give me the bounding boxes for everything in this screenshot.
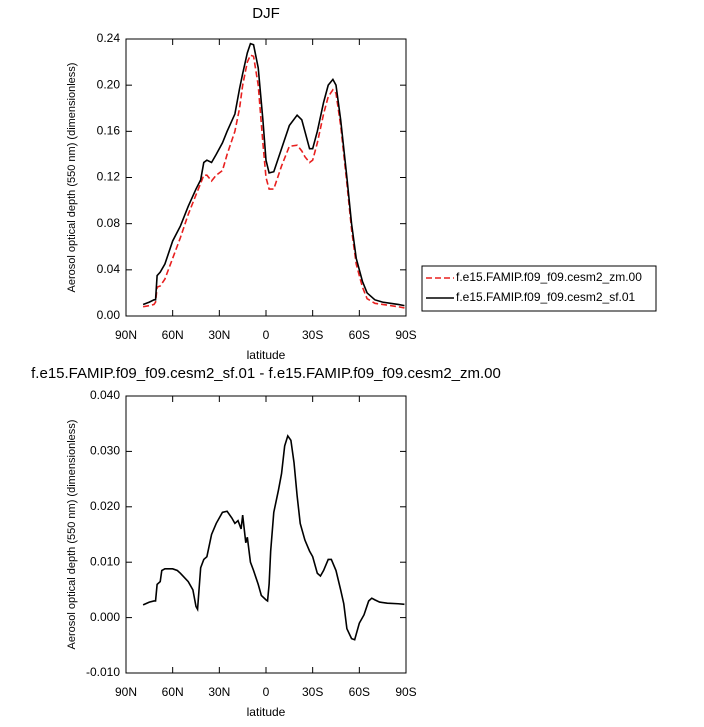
legend-label: f.e15.FAMIP.f09_f09.cesm2_sf.01 — [456, 290, 636, 304]
x-tick-label: 90S — [395, 328, 416, 342]
y-tick-label: 0.040 — [90, 388, 120, 402]
y-axis-label: Aerosol optical depth (550 nm) (dimensio… — [66, 63, 78, 293]
chart-title: DJF — [252, 5, 280, 22]
x-tick-label: 30N — [208, 328, 230, 342]
y-tick-label: 0.04 — [97, 262, 121, 276]
x-tick-label: 90N — [115, 685, 137, 699]
x-tick-label: 60S — [349, 685, 370, 699]
data-line — [142, 54, 405, 309]
y-tick-label: 0.08 — [97, 216, 121, 230]
y-tick-label: 0.12 — [97, 170, 121, 184]
x-tick-label: 0 — [263, 685, 270, 699]
y-tick-label: 0.030 — [90, 444, 120, 458]
x-tick-label: 30S — [302, 685, 323, 699]
x-tick-label: 60N — [162, 685, 184, 699]
y-tick-label: 0.20 — [97, 77, 121, 91]
data-line — [142, 434, 405, 641]
y-tick-label: 0.16 — [97, 124, 121, 138]
x-tick-label: 90S — [395, 685, 416, 699]
x-tick-label: 90N — [115, 328, 137, 342]
plot-frame — [125, 395, 407, 674]
x-axis-label: latitude — [247, 705, 286, 719]
legend-box — [421, 265, 657, 312]
x-tick-label: 30S — [302, 328, 323, 342]
y-tick-label: 0.010 — [90, 554, 120, 568]
x-tick-label: 0 — [263, 328, 270, 342]
chart-title: f.e15.FAMIP.f09_f09.cesm2_sf.01 - f.e15.… — [31, 365, 501, 382]
x-tick-label: 60N — [162, 328, 184, 342]
plot-frame — [125, 38, 407, 317]
y-tick-label: 0.000 — [90, 610, 120, 624]
data-line — [142, 42, 405, 307]
x-tick-label: 30N — [208, 685, 230, 699]
y-tick-label: 0.00 — [97, 308, 121, 322]
y-tick-label: 0.24 — [97, 31, 121, 45]
y-axis-label: Aerosol optical depth (550 nm) (dimensio… — [66, 420, 78, 650]
x-tick-label: 60S — [349, 328, 370, 342]
y-tick-label: -0.010 — [86, 665, 120, 679]
x-axis-label: latitude — [247, 348, 286, 362]
y-tick-label: 0.020 — [90, 499, 120, 513]
legend-label: f.e15.FAMIP.f09_f09.cesm2_zm.00 — [456, 270, 642, 284]
